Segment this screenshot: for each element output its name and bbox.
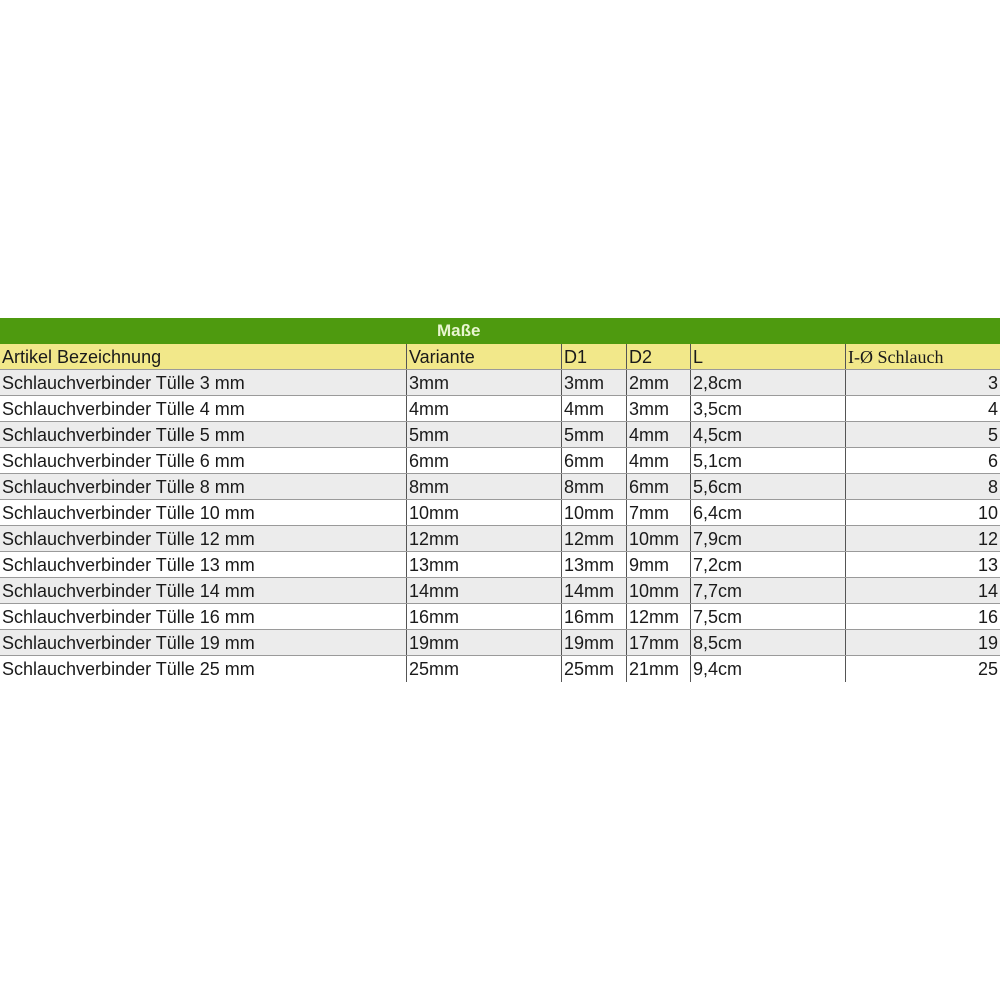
table-cell: Schlauchverbinder Tülle 19 mm	[0, 630, 407, 655]
header-cell: Variante	[407, 344, 562, 369]
table-cell: 25mm	[407, 656, 562, 682]
table-row: Schlauchverbinder Tülle 25 mm 25mm 25mm 21m…	[0, 656, 1000, 682]
table-cell: 4	[987, 399, 998, 419]
table-cell: 14mm	[407, 578, 562, 603]
table-cell: 7mm	[627, 500, 691, 525]
table-cell: 12mm	[562, 526, 627, 551]
table-cell: Schlauchverbinder Tülle 4 mm	[0, 396, 407, 421]
table-cell: 8mm	[562, 474, 627, 499]
table-cell: 4,5cm	[691, 422, 846, 447]
table-cell: Schlauchverbinder Tülle 10 mm	[0, 500, 407, 525]
table-cell: 10mm	[627, 578, 691, 603]
table-cell: 13mm	[562, 552, 627, 577]
header-cell: Artikel Bezeichnung	[0, 344, 407, 369]
table-body: Schlauchverbinder Tülle 3 mm 3mm 3mm 2mm 2,8…	[0, 370, 1000, 682]
table-cell: 25mm	[562, 656, 627, 682]
table-cell: 10	[977, 503, 998, 523]
table-cell: 7,5cm	[691, 604, 846, 629]
table-cell: 12mm	[627, 604, 691, 629]
table-cell: 16	[977, 607, 998, 627]
table-cell: 4mm	[627, 448, 691, 473]
table-cell: 5mm	[562, 422, 627, 447]
table-cell: 16mm	[562, 604, 627, 629]
table-row: Schlauchverbinder Tülle 8 mm 8mm 8mm 6mm 5,6…	[0, 474, 1000, 500]
table-cell: Schlauchverbinder Tülle 14 mm	[0, 578, 407, 603]
table-row: Schlauchverbinder Tülle 4 mm 4mm 4mm 3mm 3,5…	[0, 396, 1000, 422]
table-cell: 3mm	[562, 370, 627, 395]
table-cell: 14	[977, 581, 998, 601]
table-cell: 10mm	[407, 500, 562, 525]
table-row: Schlauchverbinder Tülle 16 mm 16mm 16mm 12m…	[0, 604, 1000, 630]
table-row: Schlauchverbinder Tülle 14 mm 14mm 14mm 10m…	[0, 578, 1000, 604]
table-row: Schlauchverbinder Tülle 19 mm 19mm 19mm 17m…	[0, 630, 1000, 656]
table-cell: Schlauchverbinder Tülle 25 mm	[0, 656, 407, 682]
table-cell: Schlauchverbinder Tülle 3 mm	[0, 370, 407, 395]
table-cell: 4mm	[407, 396, 562, 421]
table-cell: 7,7cm	[691, 578, 846, 603]
table-cell: 14mm	[562, 578, 627, 603]
table-cell: 7,9cm	[691, 526, 846, 551]
table-cell: 5mm	[407, 422, 562, 447]
table-cell: 10mm	[562, 500, 627, 525]
table-cell: 7,2cm	[691, 552, 846, 577]
table-cell: 2mm	[627, 370, 691, 395]
table-cell: 5,1cm	[691, 448, 846, 473]
table-cell: 21mm	[627, 656, 691, 682]
table-cell: 4mm	[562, 396, 627, 421]
table-cell: Schlauchverbinder Tülle 5 mm	[0, 422, 407, 447]
table-cell: 16mm	[407, 604, 562, 629]
table-cell: 6,4cm	[691, 500, 846, 525]
table-cell: 8mm	[407, 474, 562, 499]
table-cell: 19mm	[562, 630, 627, 655]
table-cell: 25	[977, 659, 998, 679]
table-cell: Schlauchverbinder Tülle 13 mm	[0, 552, 407, 577]
table-row: Schlauchverbinder Tülle 5 mm 5mm 5mm 4mm 4,5…	[0, 422, 1000, 448]
table-cell: 8	[987, 477, 998, 497]
table-cell: 6mm	[627, 474, 691, 499]
table-cell: Schlauchverbinder Tülle 6 mm	[0, 448, 407, 473]
table-cell: 12	[977, 529, 998, 549]
table-cell: 9,4cm	[691, 656, 846, 682]
table-cell: 8,5cm	[691, 630, 846, 655]
header-cell: I-Ø Schlauch	[848, 347, 944, 367]
table-cell: 9mm	[627, 552, 691, 577]
table-cell: 13	[977, 555, 998, 575]
table-row: Schlauchverbinder Tülle 12 mm 12mm 12mm 10m…	[0, 526, 1000, 552]
table-cell: 2,8cm	[691, 370, 846, 395]
table-cell: 5,6cm	[691, 474, 846, 499]
table-cell: 4mm	[627, 422, 691, 447]
table-cell: 6mm	[407, 448, 562, 473]
table-row: Schlauchverbinder Tülle 10 mm 10mm 10mm 7mm…	[0, 500, 1000, 526]
table-cell: 6mm	[562, 448, 627, 473]
table-cell: 19	[977, 633, 998, 653]
table-cell: Schlauchverbinder Tülle 16 mm	[0, 604, 407, 629]
table-cell: 19mm	[407, 630, 562, 655]
table-cell: Schlauchverbinder Tülle 8 mm	[0, 474, 407, 499]
table-cell: 6	[987, 451, 998, 471]
table-title: Maße	[437, 321, 481, 340]
table-row: Schlauchverbinder Tülle 13 mm 13mm 13mm 9mm…	[0, 552, 1000, 578]
table-cell: 3	[987, 373, 998, 393]
table-cell: Schlauchverbinder Tülle 12 mm	[0, 526, 407, 551]
table-title-bar: Maße	[0, 318, 1000, 344]
table-cell: 10mm	[627, 526, 691, 551]
table-cell: 5	[987, 425, 998, 445]
dimensions-table: Maße Artikel Bezeichnung Variante D1 D2 …	[0, 318, 1000, 682]
header-cell: D1	[562, 344, 627, 369]
table-cell: 12mm	[407, 526, 562, 551]
header-cell: L	[691, 344, 846, 369]
header-row: Artikel Bezeichnung Variante D1 D2 L I-Ø…	[0, 344, 1000, 370]
table-row: Schlauchverbinder Tülle 3 mm 3mm 3mm 2mm 2,8…	[0, 370, 1000, 396]
table-cell: 13mm	[407, 552, 562, 577]
header-cell: D2	[627, 344, 691, 369]
table-row: Schlauchverbinder Tülle 6 mm 6mm 6mm 4mm 5,1…	[0, 448, 1000, 474]
table-cell: 3,5cm	[691, 396, 846, 421]
table-cell: 3mm	[627, 396, 691, 421]
table-cell: 17mm	[627, 630, 691, 655]
table-cell: 3mm	[407, 370, 562, 395]
